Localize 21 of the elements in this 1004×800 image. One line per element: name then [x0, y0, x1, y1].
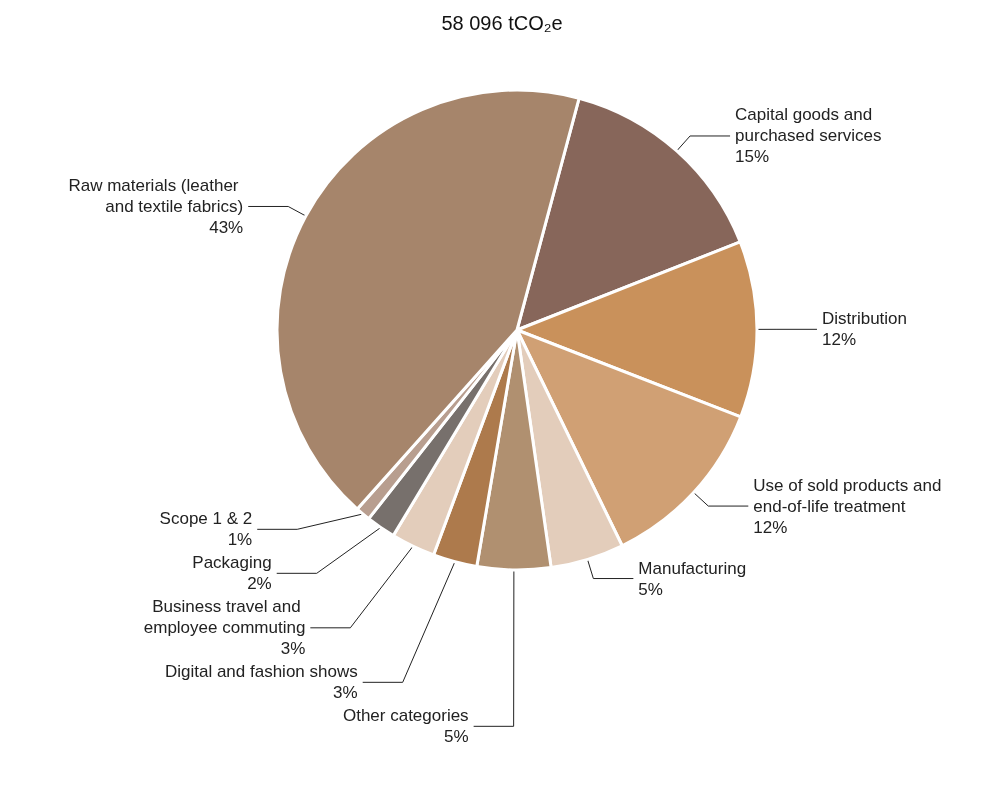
data-label: 3% [280, 639, 306, 659]
slice-label: Other categories [342, 706, 469, 726]
slice-label: Business travel and employee commuting [143, 597, 306, 638]
data-label: 3% [333, 683, 358, 703]
slice-label: Raw materials (leather and textile fabrics) [68, 175, 244, 216]
slice-label: Use of sold products and end-of-life treatment [753, 475, 947, 516]
slice-label: Distribution [822, 309, 908, 329]
data-label: 5% [638, 579, 663, 599]
slice-label: Packaging [192, 553, 272, 573]
slice-label: Manufacturing [638, 558, 747, 578]
slice-label: Scope 1 & 2 [159, 509, 253, 529]
data-label: 12% [753, 517, 788, 537]
data-label: 43% [209, 217, 244, 237]
data-label: 5% [444, 727, 469, 747]
data-label: 1% [227, 530, 253, 550]
data-label: 2% [247, 574, 272, 594]
slice-label: Digital and fashion shows [164, 662, 358, 682]
data-label: 15% [735, 147, 770, 167]
slice-label: Capital goods and purchased services [735, 105, 882, 146]
chart-title: 58 096 tCO₂e [441, 12, 563, 34]
data-label: 12% [822, 330, 857, 350]
